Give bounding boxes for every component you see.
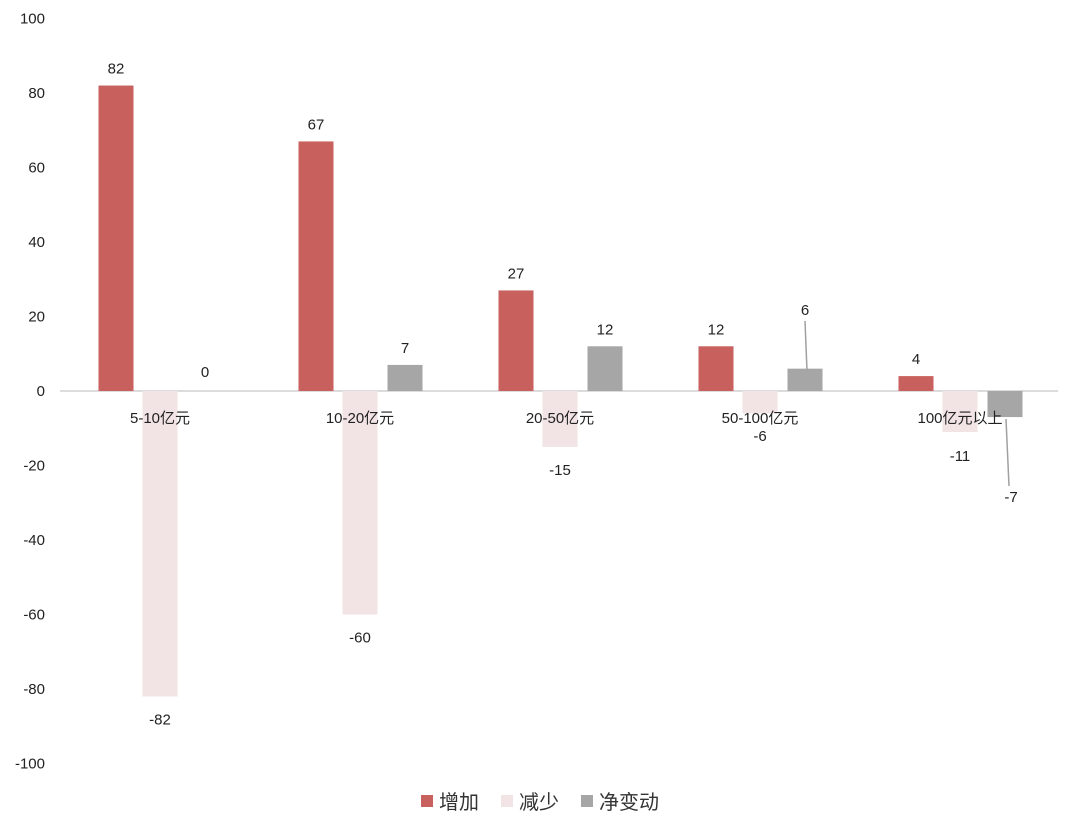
data-label: 7 xyxy=(401,340,409,357)
data-label: -7 xyxy=(1004,489,1017,506)
bar-2 xyxy=(342,391,378,615)
y-tick-label: 40 xyxy=(28,234,45,251)
legend-swatch xyxy=(421,794,433,807)
legend-item: 净变动 xyxy=(581,786,659,815)
data-label: 82 xyxy=(108,61,125,78)
data-label: 0 xyxy=(201,364,209,381)
y-tick-label: -40 xyxy=(23,532,45,549)
data-label: -11 xyxy=(950,448,971,465)
legend-swatch xyxy=(501,794,513,807)
legend-item: 减少 xyxy=(501,786,559,815)
legend-label: 净变动 xyxy=(599,792,659,814)
data-label: 12 xyxy=(597,321,614,338)
bar-1 xyxy=(698,346,734,391)
y-tick-label: -60 xyxy=(23,607,45,624)
bar-1 xyxy=(898,376,934,391)
data-label: -60 xyxy=(349,630,371,647)
y-tick-label: 80 xyxy=(28,85,45,102)
bar-3 xyxy=(987,391,1023,418)
data-label: 27 xyxy=(508,265,525,282)
legend-label: 增加 xyxy=(439,792,479,814)
data-label: 4 xyxy=(912,351,920,368)
legend-label: 减少 xyxy=(519,792,559,814)
data-label: 67 xyxy=(308,116,325,133)
x-tick-label: 10-20亿元 xyxy=(326,410,394,427)
y-tick-label: 100 xyxy=(20,11,45,28)
y-tick-label: 60 xyxy=(28,160,45,177)
bar-1 xyxy=(298,141,334,391)
y-tick-label: -100 xyxy=(15,756,45,773)
y-tick-label: -20 xyxy=(23,458,45,475)
bar-2 xyxy=(942,391,978,432)
data-label: 6 xyxy=(801,302,809,319)
leader-line xyxy=(1005,418,1010,487)
data-label: -6 xyxy=(753,428,766,445)
y-tick-label: 0 xyxy=(37,383,45,400)
legend: 增加 减少 净变动 xyxy=(0,786,1080,815)
bar-2 xyxy=(142,391,178,697)
x-tick-label: 5-10亿元 xyxy=(130,410,190,427)
data-label: -82 xyxy=(149,711,171,728)
bar-chart: 100 80 60 40 20 0 -20 -40 -60 -80 -100 82 -82 0 5-10亿元… xyxy=(15,11,1058,773)
y-tick-label: -80 xyxy=(23,681,45,698)
bar-3 xyxy=(587,346,623,391)
bar-2 xyxy=(542,391,578,447)
x-tick-label: 20-50亿元 xyxy=(526,410,594,427)
x-tick-label: 50-100亿元 xyxy=(722,410,799,427)
x-tick-label: 100亿元以上 xyxy=(917,410,1002,427)
bar-3 xyxy=(387,364,423,391)
bar-1 xyxy=(98,85,134,392)
data-label: -15 xyxy=(549,462,571,479)
y-tick-label: 20 xyxy=(28,309,45,326)
bar-1 xyxy=(498,290,534,391)
legend-swatch xyxy=(581,794,593,807)
leader-line xyxy=(804,320,808,371)
data-label: 12 xyxy=(708,321,725,338)
bar-2 xyxy=(742,391,778,414)
bar-3 xyxy=(787,368,823,391)
legend-item: 增加 xyxy=(421,786,479,815)
